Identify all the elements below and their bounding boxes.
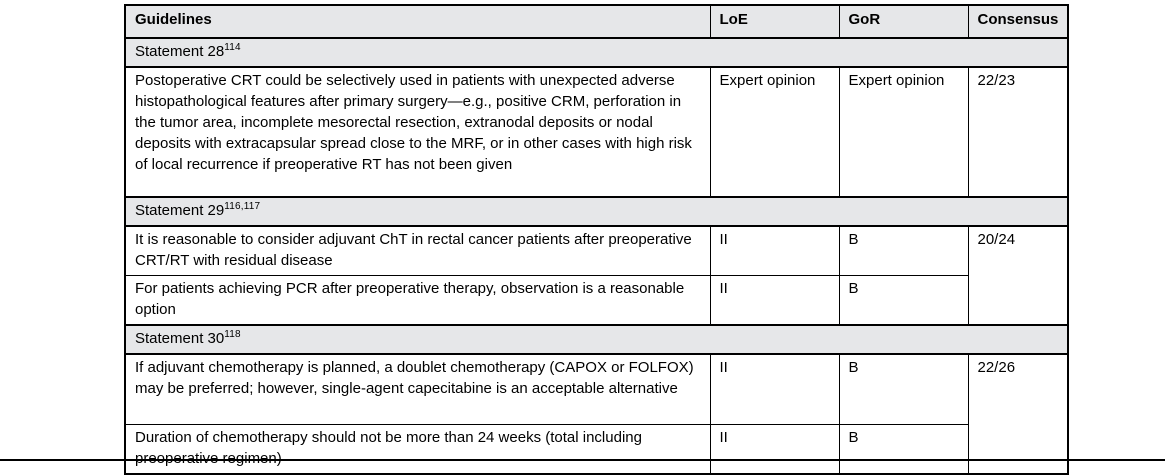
col-header-gor: GoR bbox=[838, 4, 969, 39]
table-row: Duration of chemotherapy should not be m… bbox=[124, 424, 1068, 475]
guideline-text-cell: If adjuvant chemotherapy is planned, a d… bbox=[124, 353, 711, 425]
statement-label: Statement 29 bbox=[135, 202, 225, 219]
consensus-cell: 22/26 bbox=[967, 353, 1069, 475]
statement-row-30: Statement 30118 bbox=[124, 324, 1069, 355]
loe-cell: II bbox=[709, 275, 840, 326]
col-header-loe: LoE bbox=[709, 4, 840, 39]
statement-label: Statement 28 bbox=[135, 43, 225, 60]
gor-cell: B bbox=[838, 225, 969, 276]
gor-cell: B bbox=[838, 424, 969, 475]
table-row: If adjuvant chemotherapy is planned, a d… bbox=[124, 353, 1069, 475]
col-header-consensus: Consensus bbox=[967, 4, 1069, 39]
guidelines-table: Guidelines LoE GoR Consensus Statement 2… bbox=[124, 4, 1069, 475]
table-row: Postoperative CRT could be selectively u… bbox=[124, 66, 1069, 198]
loe-cell: II bbox=[709, 353, 840, 425]
guideline-text-cell: It is reasonable to consider adjuvant Ch… bbox=[124, 225, 711, 276]
consensus-cell: 20/24 bbox=[967, 225, 1069, 326]
statement-cell: Statement 30118 bbox=[124, 324, 1069, 355]
statement-cell: Statement 29116,117 bbox=[124, 196, 1069, 227]
statement-superscript: 116,117 bbox=[224, 201, 261, 212]
loe-cell: II bbox=[709, 424, 840, 475]
guideline-text-cell: Postoperative CRT could be selectively u… bbox=[124, 66, 711, 198]
statement-row-29: Statement 29116,117 bbox=[124, 196, 1069, 227]
statement-cell: Statement 28114 bbox=[124, 37, 1069, 68]
table-row: It is reasonable to consider adjuvant Ch… bbox=[124, 225, 1069, 326]
page-bottom-rule bbox=[0, 459, 1165, 461]
gor-cell: B bbox=[838, 353, 969, 425]
statement-label: Statement 30 bbox=[135, 330, 225, 347]
guideline-text-cell: For patients achieving PCR after preoper… bbox=[124, 275, 711, 326]
gor-cell: B bbox=[838, 275, 969, 326]
statement-superscript: 118 bbox=[224, 329, 241, 340]
table-row: For patients achieving PCR after preoper… bbox=[124, 275, 1068, 326]
consensus-cell: 22/23 bbox=[967, 66, 1069, 198]
gor-cell: Expert opinion bbox=[838, 66, 969, 198]
statement-superscript: 114 bbox=[224, 42, 241, 53]
statement-row-28: Statement 28114 bbox=[124, 37, 1069, 68]
loe-cell: II bbox=[709, 225, 840, 276]
guideline-text-cell: Duration of chemotherapy should not be m… bbox=[124, 424, 711, 475]
header-row: Guidelines LoE GoR Consensus bbox=[124, 4, 1069, 39]
col-header-guidelines: Guidelines bbox=[124, 4, 711, 39]
loe-cell: Expert opinion bbox=[709, 66, 840, 198]
